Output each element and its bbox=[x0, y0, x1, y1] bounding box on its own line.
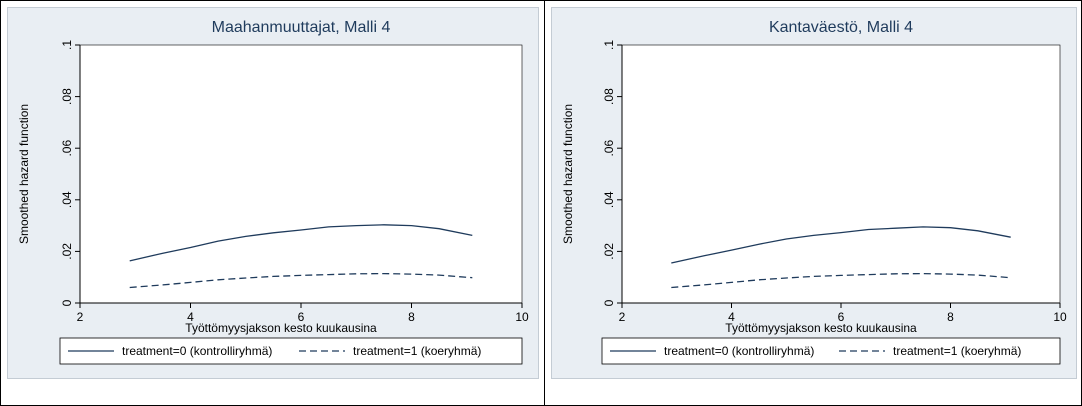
chart-kantavaesto: Kantaväestö, Malli 4 0 .02 .04 .06 .08 .1 2 4 6 8 1… bbox=[561, 19, 1067, 365]
x-tick-label: 2 bbox=[619, 310, 626, 324]
y-tick-label: .02 bbox=[60, 243, 74, 260]
legend-box bbox=[601, 337, 1061, 365]
x-tick-label: 4 bbox=[187, 310, 194, 324]
chart-frame-left: Maahanmuuttajat, Malli 4 0 .02 .04 .06 .08 .1 2… bbox=[0, 0, 545, 406]
y-tick-label: 0 bbox=[60, 299, 74, 306]
x-tick-label: 2 bbox=[77, 310, 84, 324]
y-tick-label: 0 bbox=[602, 299, 616, 306]
chart-panel-left: Maahanmuuttajat, Malli 4 0 .02 .04 .06 .08 .1 2… bbox=[7, 7, 539, 379]
chart-maahanmuuttajat: Maahanmuuttajat, Malli 4 0 .02 .04 .06 .08 .1 2… bbox=[17, 19, 529, 365]
y-tick-label: .04 bbox=[60, 191, 74, 208]
chart-panel-right: Kantaväestö, Malli 4 0 .02 .04 .06 .08 .1 2 4 6 8 1… bbox=[551, 7, 1077, 379]
y-tick-label: .04 bbox=[602, 191, 616, 208]
chart-frame-right: Kantaväestö, Malli 4 0 .02 .04 .06 .08 .1 2 4 6 8 1… bbox=[544, 0, 1082, 406]
y-tick-label: .06 bbox=[602, 140, 616, 157]
plot-area bbox=[621, 44, 1061, 304]
series-line-treatment-1 bbox=[129, 272, 473, 289]
y-tick-label: .02 bbox=[602, 243, 616, 260]
legend-label: treatment=0 (kontrolliryhmä) bbox=[664, 344, 814, 358]
series-line-treatment-0 bbox=[671, 226, 1011, 264]
x-tick-label: 10 bbox=[515, 310, 529, 324]
x-axis-label: Työttömyysjakson kesto kuukausina bbox=[725, 321, 917, 335]
y-tick-label: .06 bbox=[60, 140, 74, 157]
y-tick-label: .1 bbox=[602, 40, 616, 50]
y-tick-label: .1 bbox=[60, 40, 74, 50]
legend-label: treatment=1 (koeryhmä) bbox=[893, 344, 1021, 358]
x-tick-label: 8 bbox=[408, 310, 415, 324]
legend-label: treatment=0 (kontrolliryhmä) bbox=[122, 344, 272, 358]
legend-box bbox=[59, 337, 523, 365]
x-tick-label: 10 bbox=[1053, 310, 1067, 324]
series-line-treatment-0 bbox=[129, 224, 473, 262]
chart-title: Maahanmuuttajat, Malli 4 bbox=[212, 19, 391, 36]
x-tick-label: 6 bbox=[298, 310, 305, 324]
x-tick-label: 8 bbox=[947, 310, 954, 324]
y-tick-label: .08 bbox=[60, 88, 74, 105]
y-tick-label: .08 bbox=[602, 88, 616, 105]
x-tick-label: 4 bbox=[728, 310, 735, 324]
x-axis-label: Työttömyysjakson kesto kuukausina bbox=[185, 321, 377, 335]
legend-label: treatment=1 (koeryhmä) bbox=[353, 344, 481, 358]
y-axis-label: Smoothed hazard function bbox=[17, 104, 31, 244]
plot-area bbox=[79, 44, 523, 304]
y-axis-label: Smoothed hazard function bbox=[561, 104, 575, 244]
series-line-treatment-1 bbox=[671, 272, 1011, 289]
chart-title: Kantaväestö, Malli 4 bbox=[769, 19, 913, 36]
x-tick-label: 6 bbox=[838, 310, 845, 324]
